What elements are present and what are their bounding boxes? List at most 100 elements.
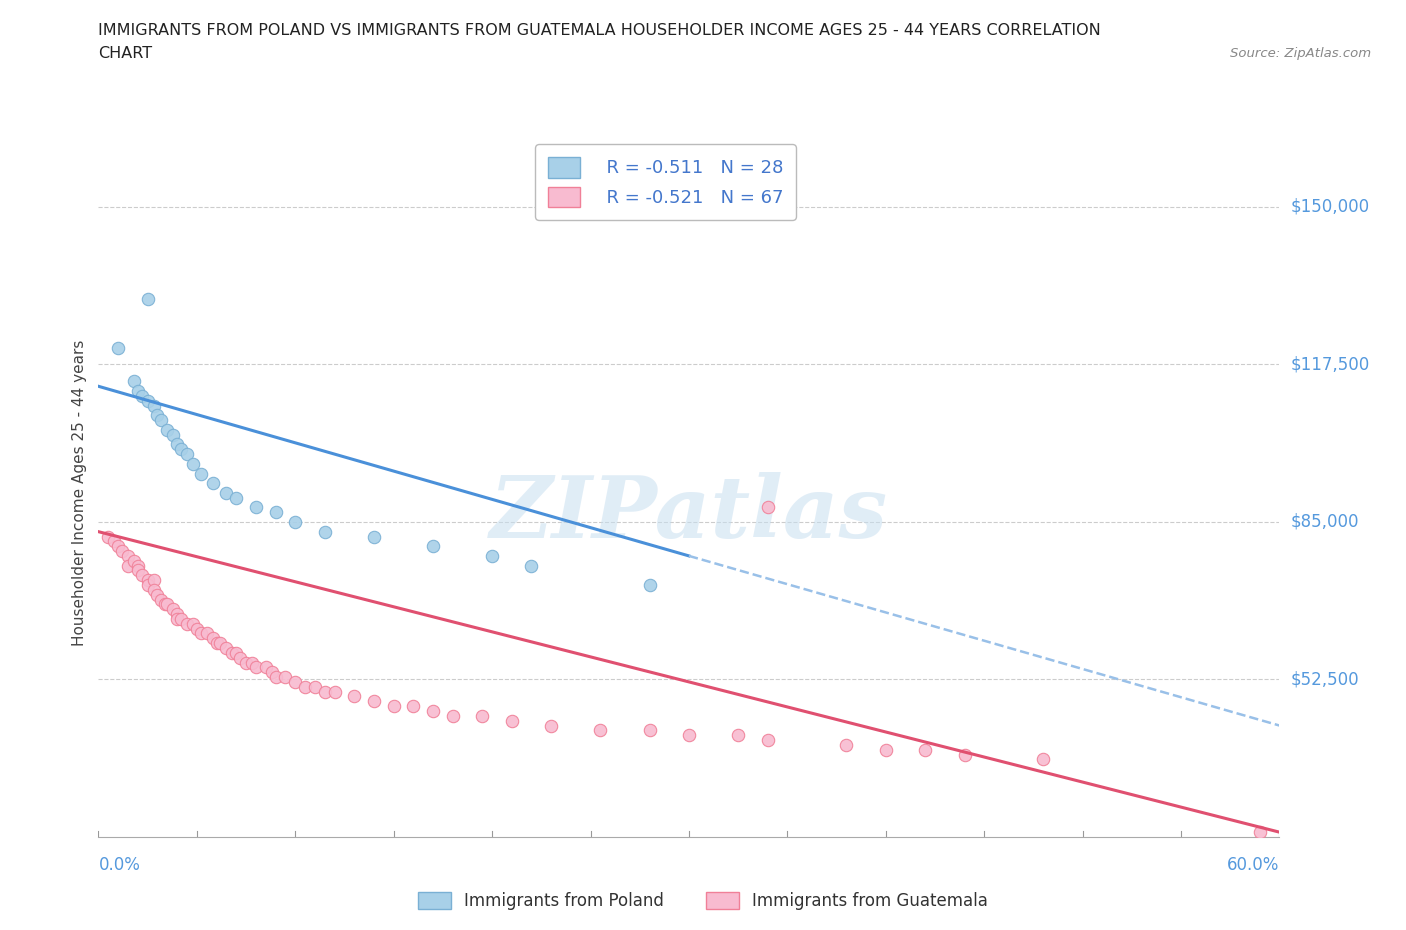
- Text: 60.0%: 60.0%: [1227, 857, 1279, 874]
- Point: [589, 723, 612, 737]
- Point: [131, 389, 153, 404]
- Point: [225, 645, 247, 660]
- Point: [176, 446, 198, 461]
- Text: 0.0%: 0.0%: [98, 857, 141, 874]
- Point: [122, 374, 145, 389]
- Point: [363, 529, 385, 544]
- Point: [142, 582, 165, 597]
- Point: [127, 563, 149, 578]
- Point: [481, 549, 503, 564]
- Point: [274, 670, 297, 684]
- Point: [117, 558, 139, 573]
- Point: [343, 689, 366, 704]
- Point: [97, 529, 120, 544]
- Point: [127, 384, 149, 399]
- Point: [304, 679, 326, 694]
- Point: [107, 340, 129, 355]
- Point: [170, 611, 193, 626]
- Point: [136, 573, 159, 588]
- Text: $52,500: $52,500: [1291, 671, 1360, 688]
- Point: [190, 466, 212, 481]
- Legend: Immigrants from Poland, Immigrants from Guatemala: Immigrants from Poland, Immigrants from …: [411, 885, 995, 917]
- Point: [201, 631, 224, 645]
- Y-axis label: Householder Income Ages 25 - 44 years: Householder Income Ages 25 - 44 years: [72, 339, 87, 646]
- Point: [953, 747, 976, 762]
- Point: [176, 617, 198, 631]
- Point: [166, 437, 188, 452]
- Point: [727, 728, 749, 743]
- Point: [441, 709, 464, 724]
- Point: [146, 587, 169, 602]
- Point: [181, 457, 204, 472]
- Point: [209, 636, 232, 651]
- Point: [127, 558, 149, 573]
- Point: [1249, 825, 1271, 840]
- Point: [166, 611, 188, 626]
- Point: [245, 660, 267, 675]
- Point: [195, 626, 218, 641]
- Legend:   R = -0.511   N = 28,   R = -0.521   N = 67: R = -0.511 N = 28, R = -0.521 N = 67: [534, 144, 796, 220]
- Point: [142, 573, 165, 588]
- Point: [215, 485, 238, 500]
- Point: [254, 660, 277, 675]
- Point: [756, 733, 779, 748]
- Point: [215, 641, 238, 656]
- Text: $150,000: $150,000: [1291, 198, 1369, 216]
- Point: [111, 544, 134, 559]
- Point: [914, 742, 936, 757]
- Point: [122, 553, 145, 568]
- Point: [638, 578, 661, 592]
- Point: [235, 655, 257, 670]
- Point: [186, 621, 208, 636]
- Point: [520, 558, 543, 573]
- Point: [678, 728, 700, 743]
- Text: Source: ZipAtlas.com: Source: ZipAtlas.com: [1230, 46, 1371, 60]
- Point: [150, 592, 173, 607]
- Point: [142, 398, 165, 413]
- Point: [422, 538, 444, 553]
- Point: [190, 626, 212, 641]
- Point: [284, 674, 307, 689]
- Point: [875, 742, 897, 757]
- Point: [382, 698, 405, 713]
- Point: [150, 413, 173, 428]
- Text: ZIPatlas: ZIPatlas: [489, 472, 889, 555]
- Point: [264, 670, 287, 684]
- Point: [260, 665, 283, 680]
- Point: [205, 636, 228, 651]
- Point: [131, 568, 153, 583]
- Point: [156, 597, 179, 612]
- Text: $85,000: $85,000: [1291, 513, 1360, 531]
- Point: [170, 442, 193, 457]
- Point: [136, 393, 159, 408]
- Point: [181, 617, 204, 631]
- Point: [284, 514, 307, 529]
- Point: [221, 645, 243, 660]
- Point: [422, 704, 444, 719]
- Point: [264, 505, 287, 520]
- Point: [245, 500, 267, 515]
- Text: IMMIGRANTS FROM POLAND VS IMMIGRANTS FROM GUATEMALA HOUSEHOLDER INCOME AGES 25 -: IMMIGRANTS FROM POLAND VS IMMIGRANTS FRO…: [98, 23, 1101, 38]
- Point: [294, 679, 316, 694]
- Point: [117, 549, 139, 564]
- Point: [155, 597, 177, 612]
- Point: [501, 713, 523, 728]
- Point: [166, 606, 188, 621]
- Point: [638, 723, 661, 737]
- Point: [314, 525, 336, 539]
- Point: [162, 602, 184, 617]
- Point: [229, 650, 252, 665]
- Point: [156, 422, 179, 437]
- Point: [103, 534, 125, 549]
- Point: [201, 476, 224, 491]
- Point: [471, 709, 494, 724]
- Point: [756, 500, 779, 515]
- Point: [314, 684, 336, 699]
- Point: [240, 655, 263, 670]
- Point: [1032, 752, 1054, 767]
- Point: [402, 698, 425, 713]
- Point: [540, 718, 562, 733]
- Point: [162, 427, 184, 442]
- Point: [136, 578, 159, 592]
- Point: [107, 538, 129, 553]
